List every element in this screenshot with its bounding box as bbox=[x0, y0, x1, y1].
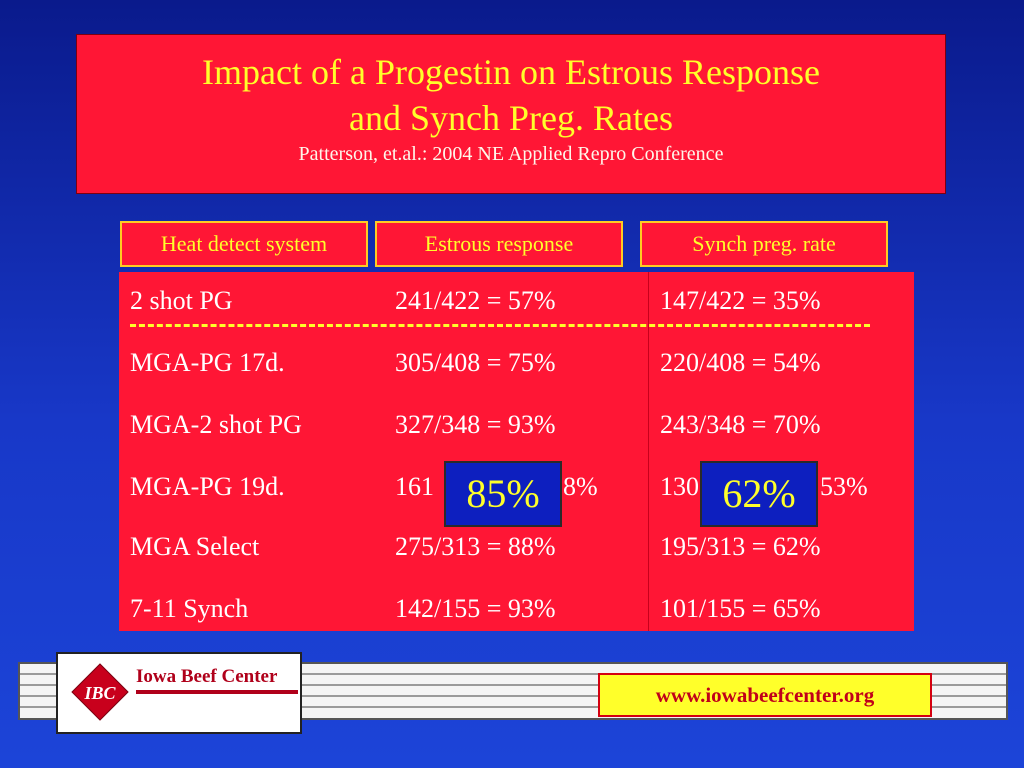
row-system: MGA-2 shot PG bbox=[130, 410, 302, 439]
title-panel: Impact of a Progestin on Estrous Respons… bbox=[76, 34, 946, 194]
citation-subtitle: Patterson, et.al.: 2004 NE Applied Repro… bbox=[298, 143, 724, 165]
row-estrous: 305/408 = 75% bbox=[395, 348, 556, 377]
title-line-1: Impact of a Progestin on Estrous Respons… bbox=[202, 52, 820, 92]
row-synch-left: 130 bbox=[660, 472, 699, 501]
data-table-panel bbox=[119, 272, 914, 631]
dashed-separator bbox=[130, 324, 870, 327]
row-system: 7-11 Synch bbox=[130, 594, 249, 623]
row-system: MGA-PG 17d. bbox=[130, 348, 285, 377]
header-heat-detect-system: Heat detect system bbox=[120, 221, 368, 267]
footer-stripe bbox=[20, 673, 1006, 675]
ibc-diamond-logo-icon: IBC bbox=[71, 663, 129, 721]
column-divider bbox=[648, 272, 649, 631]
title-line-2: and Synch Preg. Rates bbox=[349, 98, 673, 138]
row-synch: 220/408 = 54% bbox=[660, 348, 821, 377]
footer-stripe bbox=[20, 695, 1006, 697]
footer-stripe bbox=[20, 706, 1006, 708]
row-estrous: 327/348 = 93% bbox=[395, 410, 556, 439]
row-synch: 195/313 = 62% bbox=[660, 532, 821, 561]
header-synch-preg-rate: Synch preg. rate bbox=[640, 221, 888, 267]
row-synch: 147/422 = 35% bbox=[660, 286, 821, 315]
estrous-average-badge: 85% bbox=[444, 461, 562, 527]
row-synch: 243/348 = 70% bbox=[660, 410, 821, 439]
logo-underline bbox=[136, 690, 298, 694]
header-estrous-response: Estrous response bbox=[375, 221, 623, 267]
row-estrous: 241/422 = 57% bbox=[395, 286, 556, 315]
row-estrous: 275/313 = 88% bbox=[395, 532, 556, 561]
row-estrous-right: 8% bbox=[563, 472, 598, 501]
logo-name: Iowa Beef Center bbox=[136, 666, 278, 687]
footer-stripe bbox=[20, 684, 1006, 686]
row-system: MGA Select bbox=[130, 532, 260, 561]
row-estrous: 142/155 = 93% bbox=[395, 594, 556, 623]
row-synch: 101/155 = 65% bbox=[660, 594, 821, 623]
row-estrous-left: 161 bbox=[395, 472, 434, 501]
row-system: 2 shot PG bbox=[130, 286, 233, 315]
website-url-link[interactable]: www.iowabeefcenter.org bbox=[598, 673, 932, 717]
synch-average-badge: 62% bbox=[700, 461, 818, 527]
row-synch-right: 53% bbox=[820, 472, 868, 501]
logo-initials: IBC bbox=[83, 683, 116, 703]
row-system: MGA-PG 19d. bbox=[130, 472, 285, 501]
